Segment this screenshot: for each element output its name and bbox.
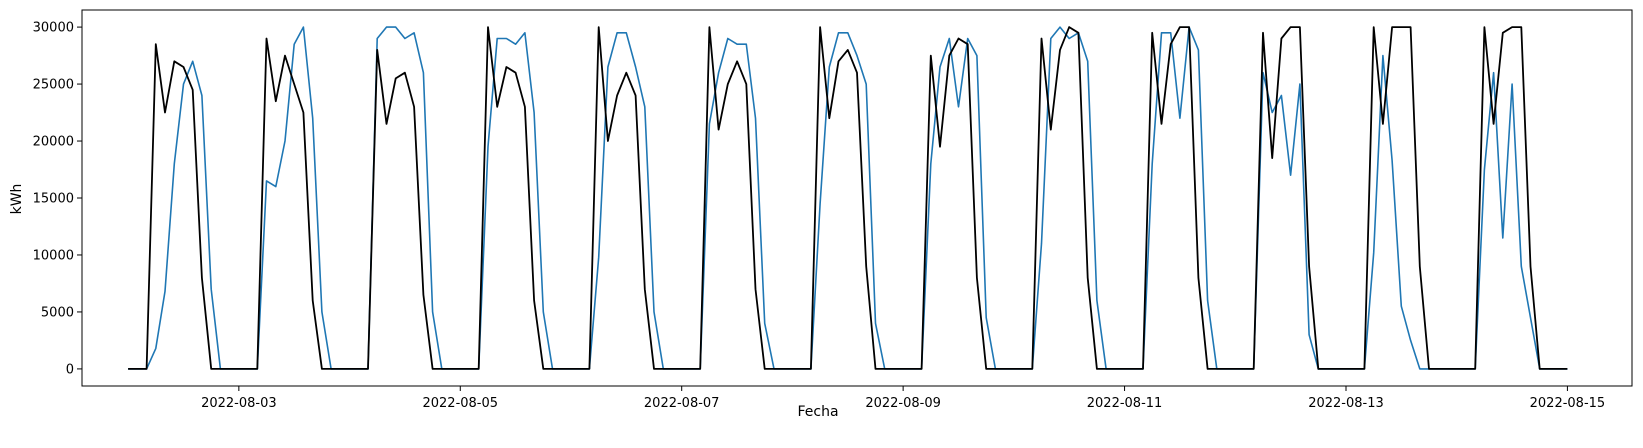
series-layer xyxy=(128,26,1568,370)
y-axis-label: kWh xyxy=(9,184,25,215)
x-tick-label: 2022-08-07 xyxy=(644,396,720,411)
y-axis: 0 5000 10000 15000 20000 25000 30000 xyxy=(33,21,82,377)
x-tick-label: 2022-08-15 xyxy=(1530,396,1606,411)
y-tick-label: 0 xyxy=(66,362,74,377)
y-tick-label: 20000 xyxy=(33,135,74,150)
x-tick-label: 2022-08-05 xyxy=(422,396,498,411)
y-tick-label: 30000 xyxy=(33,21,74,36)
y-tick-label: 10000 xyxy=(33,248,74,263)
series-line-2 xyxy=(128,26,1568,370)
x-tick-label: 2022-08-11 xyxy=(1087,396,1163,411)
x-axis-label: Fecha xyxy=(797,404,838,420)
x-tick-label: 2022-08-13 xyxy=(1308,396,1384,411)
x-tick-label: 2022-08-03 xyxy=(201,396,277,411)
y-tick-label: 25000 xyxy=(33,78,74,93)
y-tick-label: 15000 xyxy=(33,192,74,207)
x-tick-label: 2022-08-09 xyxy=(865,396,941,411)
y-tick-label: 5000 xyxy=(41,305,74,320)
x-axis: 2022-08-03 2022-08-05 2022-08-07 2022-08-09… xyxy=(201,386,1605,411)
